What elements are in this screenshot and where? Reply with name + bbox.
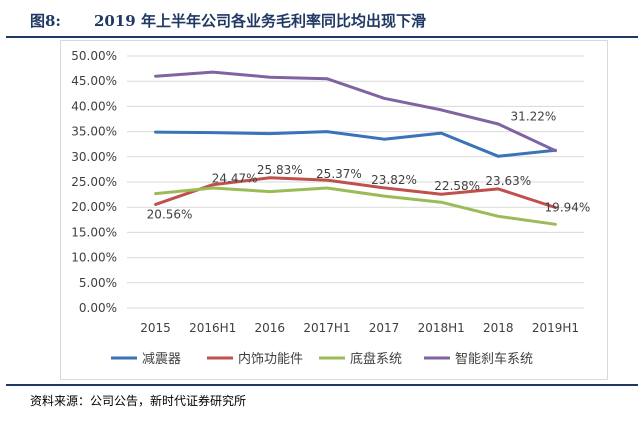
series-line-1 — [154, 176, 557, 209]
data-point — [211, 186, 214, 190]
x-tick-label: 2016H1 — [189, 321, 236, 335]
chart-frame — [60, 40, 608, 380]
data-label: 22.58% — [434, 179, 480, 193]
data-point — [154, 192, 157, 195]
legend-label: 减震器 — [142, 352, 181, 367]
x-tick-label: 2018H1 — [418, 321, 465, 335]
data-point — [439, 192, 443, 196]
y-tick-label: 45.00% — [71, 74, 117, 88]
data-point — [211, 131, 214, 134]
data-point — [497, 215, 500, 218]
series-line-3 — [154, 70, 557, 153]
x-tick-label: 2015 — [140, 321, 171, 335]
data-point — [325, 77, 329, 80]
data-label: 23.82% — [371, 173, 417, 187]
data-point — [382, 97, 386, 100]
data-point — [268, 176, 272, 180]
y-tick-label: 10.00% — [71, 251, 117, 265]
data-point — [439, 108, 443, 112]
figure-number: 图8: — [30, 12, 61, 30]
data-point — [325, 130, 329, 133]
figure-header: 图8: 2019 年上半年公司各业务毛利率同比均出现下滑 — [6, 6, 638, 38]
data-point — [439, 200, 443, 204]
data-label: 25.83% — [257, 163, 303, 177]
data-point — [497, 122, 500, 126]
figure-title: 2019 年上半年公司各业务毛利率同比均出现下滑 — [94, 12, 426, 30]
data-point — [211, 183, 214, 186]
x-tick-label: 2019H1 — [532, 321, 579, 335]
data-point — [154, 74, 157, 78]
data-point — [325, 178, 329, 182]
y-tick-label: 40.00% — [71, 99, 117, 113]
data-point — [554, 149, 557, 152]
data-point — [382, 186, 386, 190]
x-tick-label: 2017 — [369, 321, 400, 335]
series-line-0 — [154, 130, 557, 158]
y-tick-label: 50.00% — [71, 49, 117, 63]
legend-label: 底盘系统 — [350, 351, 402, 367]
series-line-2 — [154, 186, 557, 226]
data-point — [497, 155, 500, 158]
line-chart: 0.00% 5.00% 10.00% 15.00% 20.00% 25.00% 30.00%… — [71, 49, 591, 367]
y-tick-label: 20.00% — [71, 200, 117, 214]
x-tick-label: 2017H1 — [303, 321, 350, 335]
data-label: 23.63% — [485, 174, 531, 188]
data-label: 19.94% — [545, 201, 591, 215]
data-point — [268, 75, 272, 79]
data-point — [268, 132, 272, 135]
legend-label: 智能刹车系统 — [455, 351, 533, 367]
data-point — [325, 186, 329, 190]
y-tick-label: 30.00% — [71, 150, 117, 164]
data-point — [554, 206, 557, 209]
x-tick-label: 2016 — [255, 321, 286, 335]
data-label: 20.56% — [147, 207, 193, 221]
data-point — [439, 131, 443, 135]
data-point — [211, 70, 214, 74]
y-tick-label: 15.00% — [71, 225, 117, 239]
data-point — [154, 130, 157, 134]
data-label: 25.37% — [316, 167, 362, 181]
data-point — [154, 203, 157, 206]
data-point — [554, 223, 557, 226]
data-point — [497, 187, 500, 191]
y-tick-label: 5.00% — [79, 276, 117, 290]
data-point — [382, 194, 386, 198]
data-point — [382, 137, 386, 141]
x-tick-label: 2018 — [483, 321, 514, 335]
y-tick-label: 0.00% — [79, 301, 117, 315]
legend-label: 内饰功能件 — [238, 351, 303, 367]
data-point — [268, 190, 272, 193]
y-tick-label: 35.00% — [71, 125, 117, 139]
figure-source: 资料来源：公司公告，新时代证券研究所 — [6, 384, 638, 409]
data-label: 31.22% — [511, 110, 557, 124]
y-tick-label: 25.00% — [71, 175, 117, 189]
data-label: 24.47% — [212, 172, 258, 186]
